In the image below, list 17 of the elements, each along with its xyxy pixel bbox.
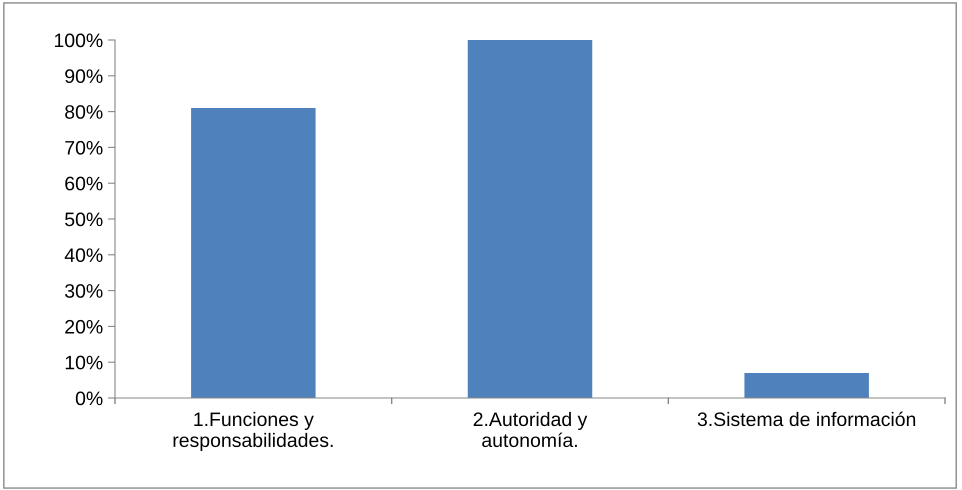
bar [468,40,592,398]
x-tick-label: 2.Autoridad y autonomía. [474,412,588,448]
y-tick-label: 70% [65,140,103,155]
y-tick-label: 0% [76,391,103,406]
y-tick-label: 80% [65,105,103,119]
bar [191,108,316,398]
y-tick-label: 30% [65,284,103,298]
x-tick-label: 3.Sistema de información [698,412,916,426]
y-tick-label: 60% [65,176,103,190]
bar [744,372,869,398]
y-tick-label: 10% [66,356,103,370]
y-tick-label: 90% [65,69,103,84]
y-tick-label: 40% [64,248,103,262]
x-tick-label: 1.Funciones y responsabilidades. [174,412,333,451]
y-tick-label: 50% [65,212,103,226]
y-tick-label: 20% [65,320,103,334]
y-tick-label: 100% [54,33,103,48]
